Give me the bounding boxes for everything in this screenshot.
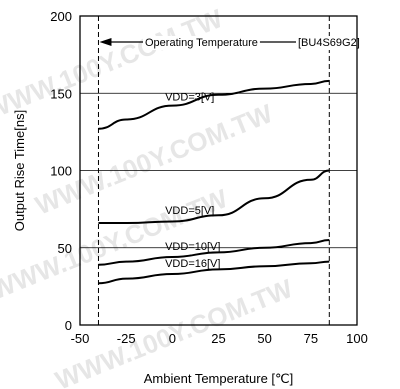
series-label: VDD=16[V] <box>165 258 220 270</box>
operating-temperature-label: Operating Temperature <box>145 37 258 49</box>
watermark-text: WWW.100Y.COM.TW <box>0 3 227 126</box>
series-line <box>98 260 330 285</box>
arrow-left-head <box>99 38 112 46</box>
y-tick-label: 200 <box>50 9 72 24</box>
series-label: VDD=3[V] <box>165 91 214 103</box>
series-line <box>98 169 330 225</box>
x-tick-label: -50 <box>71 331 90 346</box>
x-tick-label: 25 <box>211 331 225 346</box>
tick-labels: -50 -25 0 25 50 75 100 0 50 100 150 200 <box>50 9 368 346</box>
y-tick-label: 150 <box>50 86 72 101</box>
y-tick-label: 0 <box>65 318 72 333</box>
watermark: WWW.100Y.COM.TWWWW.100Y.COM.TWWWW.100Y.C… <box>0 3 297 389</box>
series-lines <box>98 79 330 285</box>
annotations: Operating Temperature [BU4S69G2] <box>99 36 362 50</box>
part-number-label: [BU4S69G2] <box>298 37 360 49</box>
series-line <box>98 239 330 266</box>
x-axis-label: Ambient Temperature [℃] <box>144 371 293 386</box>
y-tick-label: 100 <box>50 164 72 179</box>
plot-frame <box>79 15 358 326</box>
x-tick-label: 0 <box>169 331 176 346</box>
series-label: VDD=10[V] <box>165 241 220 253</box>
y-axis-label: Output Rise Time[ns] <box>12 110 27 231</box>
series-line <box>98 79 330 130</box>
grid <box>80 16 357 325</box>
series-label: VDD=5[V] <box>165 205 214 217</box>
x-tick-label: 75 <box>304 331 318 346</box>
range-label-background <box>143 36 260 50</box>
watermark-text: WWW.100Y.COM.TW <box>31 98 277 221</box>
x-tick-label: 50 <box>257 331 271 346</box>
x-tick-label: -25 <box>117 331 136 346</box>
series-labels: VDD=3[V] VDD=5[V] VDD=10[V] VDD=16[V] <box>165 91 220 270</box>
y-tick-label: 50 <box>58 241 72 256</box>
part-label-background <box>296 36 362 50</box>
x-tick-label: 100 <box>346 331 368 346</box>
